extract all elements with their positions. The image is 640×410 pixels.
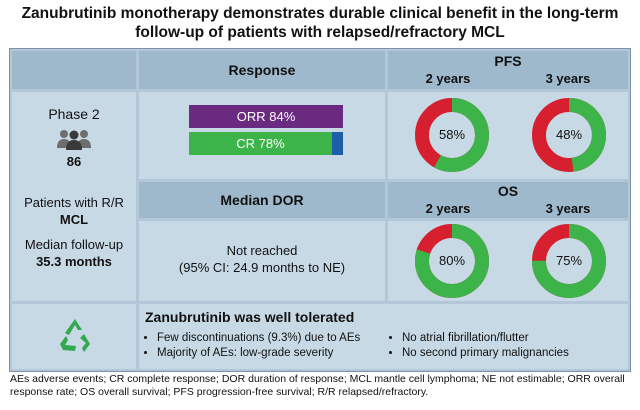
response-header: Response	[139, 51, 385, 89]
os-3y-label: 3 years	[545, 201, 591, 216]
pfs-3y-value: 48%	[555, 127, 583, 142]
pfs-cell: 58% 48%	[388, 92, 628, 179]
followup-line2: 35.3 months	[36, 254, 112, 269]
orr-label: ORR 84%	[236, 109, 296, 124]
tolerance-item: No second primary malignancies	[402, 346, 637, 361]
pfs-header-cell: PFS 2 years 3 years	[388, 51, 628, 89]
orr-bar: ORR 84%	[189, 105, 343, 128]
dor-cell: Not reached (95% CI: 24.9 months to NE)	[139, 221, 385, 301]
tolerance-item: No atrial fibrillation/flutter	[402, 331, 637, 346]
tolerance-item: Majority of AEs: low-grade severity	[157, 346, 402, 361]
cr-label: CR 78%	[236, 136, 285, 151]
os-header-cell: OS 2 years 3 years	[388, 182, 628, 218]
patients-line2: MCL	[59, 212, 89, 227]
response-cell: ORR 84% CR 78%	[139, 92, 385, 179]
tolerance-cell: Zanubrutinib was well tolerated Few disc…	[139, 304, 628, 369]
followup-line1: Median follow-up	[24, 237, 124, 252]
recycle-icon	[60, 319, 90, 352]
pfs-2y-value-arc	[415, 98, 489, 172]
pfs-3y-value-arc	[532, 98, 606, 172]
page-title: Zanubrutinib monotherapy demonstrates du…	[21, 5, 619, 41]
tolerance-list-right: No atrial fibrillation/flutter No second…	[390, 331, 637, 361]
os-3y-value-arc	[532, 224, 606, 298]
pfs-2y-donut	[415, 98, 489, 172]
header-blank	[12, 51, 136, 89]
tolerance-list-left: Few discontinuations (9.3%) due to AEs M…	[145, 331, 402, 361]
footnote: AEs adverse events; CR complete response…	[10, 373, 625, 398]
dor-line1: Not reached	[226, 243, 298, 258]
tolerance-item: Few discontinuations (9.3%) due to AEs	[157, 331, 402, 346]
cr-bar: CR 78%	[189, 132, 332, 155]
dor-line2: (95% CI: 24.9 months to NE)	[178, 260, 346, 275]
study-info-cell: Phase 2 86 Patients with R/R MCL Median …	[12, 92, 136, 301]
os-2y-value-arc	[415, 224, 489, 298]
cr-remainder-bar	[332, 132, 343, 155]
os-3y-donut	[532, 224, 606, 298]
patients-line1: Patients with R/R	[24, 195, 124, 210]
os-3y-value: 75%	[555, 253, 583, 268]
pfs-3y-donut	[532, 98, 606, 172]
os-2y-value: 80%	[438, 253, 466, 268]
pfs-3y-label: 3 years	[545, 71, 591, 86]
os-cell: 80% 75%	[388, 221, 628, 301]
os-header: OS	[497, 183, 519, 199]
people-icon	[57, 130, 91, 150]
os-2y-donut	[415, 224, 489, 298]
patient-count: 86	[66, 154, 82, 169]
tolerance-title: Zanubrutinib was well tolerated	[145, 309, 355, 325]
dor-header: Median DOR	[139, 182, 385, 218]
pfs-2y-label: 2 years	[425, 71, 471, 86]
phase-label: Phase 2	[48, 106, 100, 122]
os-2y-label: 2 years	[425, 201, 471, 216]
pfs-2y-value: 58%	[438, 127, 466, 142]
pfs-header: PFS	[494, 53, 522, 69]
summary-table: Response PFS 2 years 3 years Phase 2 86 …	[9, 48, 631, 372]
recycle-icon-cell	[12, 304, 136, 369]
